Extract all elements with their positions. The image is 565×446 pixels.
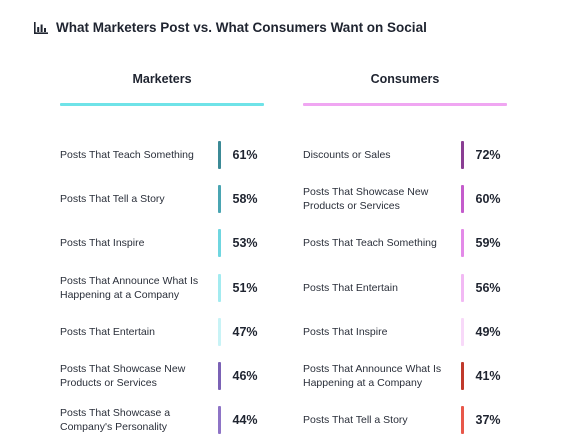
consumers-row: Posts That Entertain 56% — [303, 268, 512, 308]
marketers-row: Posts That Entertain 47% — [60, 312, 269, 352]
marketers-row: Posts That Showcase New Products or Serv… — [60, 356, 269, 396]
marketers-value-bar — [218, 185, 221, 214]
consumers-category-label: Posts That Teach Something — [303, 237, 437, 250]
consumers-value-label: 37% — [475, 413, 501, 428]
chart-title: What Marketers Post vs. What Consumers W… — [56, 20, 427, 35]
consumers-row: Posts That Inspire 49% — [303, 312, 512, 352]
marketers-category-label: Posts That Showcase New Products or Serv… — [60, 363, 186, 389]
consumers-category-label: Posts That Announce What Is Happening at… — [303, 363, 442, 389]
consumers-value-bar — [461, 273, 464, 302]
consumers-row: Posts That Tell a Story 37% — [303, 400, 512, 440]
consumers-value-label: 49% — [475, 324, 501, 339]
marketers-category-label: Posts That Teach Something — [60, 149, 194, 161]
consumers-value-bar — [461, 229, 464, 258]
marketers-value-label: 61% — [232, 148, 258, 162]
consumers-category-label: Posts That Inspire — [303, 325, 388, 338]
consumers-underline — [303, 103, 507, 106]
consumers-heading: Consumers — [370, 72, 440, 86]
consumers-row: Posts That Teach Something 59% — [303, 223, 512, 263]
marketers-value-bar — [218, 362, 221, 390]
consumers-value-label: 59% — [475, 236, 501, 251]
marketers-value-label: 58% — [232, 192, 258, 207]
consumers-row: Discounts or Sales 72% — [303, 135, 512, 175]
marketers-row: Posts That Teach Something 61% — [60, 135, 269, 175]
marketers-row: Posts That Tell a Story 58% — [60, 179, 269, 219]
consumers-value-bar — [461, 362, 464, 390]
consumers-value-bar — [461, 406, 464, 435]
consumers-value-label: 72% — [475, 148, 501, 162]
consumers-category-label: Posts That Showcase New Products or Serv… — [303, 186, 429, 213]
marketers-value-label: 51% — [232, 280, 258, 295]
marketers-row: Posts That Announce What Is Happening at… — [60, 268, 269, 308]
chart-title-row: What Marketers Post vs. What Consumers W… — [34, 20, 427, 35]
consumers-value-bar — [461, 185, 464, 214]
marketers-value-bar — [218, 273, 221, 302]
consumers-category-label: Posts That Entertain — [303, 281, 398, 294]
marketers-value-bar — [218, 229, 221, 258]
marketers-value-bar — [218, 317, 221, 346]
consumers-value-label: 60% — [475, 192, 501, 207]
consumers-row: Posts That Showcase New Products or Serv… — [303, 179, 512, 219]
marketers-value-label: 46% — [232, 369, 258, 383]
marketers-value-label: 47% — [232, 324, 258, 339]
marketers-value-bar — [218, 406, 221, 435]
marketers-value-label: 53% — [232, 236, 258, 251]
marketers-category-label: Posts That Inspire — [60, 237, 145, 250]
consumers-value-label: 56% — [475, 280, 501, 295]
consumers-row: Posts That Announce What Is Happening at… — [303, 356, 512, 396]
marketers-row: Posts That Showcase a Company's Personal… — [60, 400, 269, 440]
consumers-value-bar — [461, 141, 464, 169]
marketers-category-label: Posts That Entertain — [60, 325, 155, 338]
marketers-category-label: Posts That Announce What Is Happening at… — [60, 274, 199, 301]
consumers-category-label: Posts That Tell a Story — [303, 414, 408, 427]
consumers-value-bar — [461, 317, 464, 346]
marketers-row: Posts That Inspire 53% — [60, 223, 269, 263]
consumers-category-label: Discounts or Sales — [303, 149, 391, 161]
marketers-value-label: 44% — [232, 413, 258, 428]
marketers-category-label: Posts That Showcase a Company's Personal… — [60, 407, 171, 434]
consumers-value-label: 41% — [475, 369, 501, 383]
marketers-heading: Marketers — [132, 72, 192, 86]
marketers-value-bar — [218, 141, 221, 169]
bar-chart-icon — [34, 21, 48, 34]
marketers-underline — [60, 103, 264, 106]
marketers-category-label: Posts That Tell a Story — [60, 193, 165, 206]
